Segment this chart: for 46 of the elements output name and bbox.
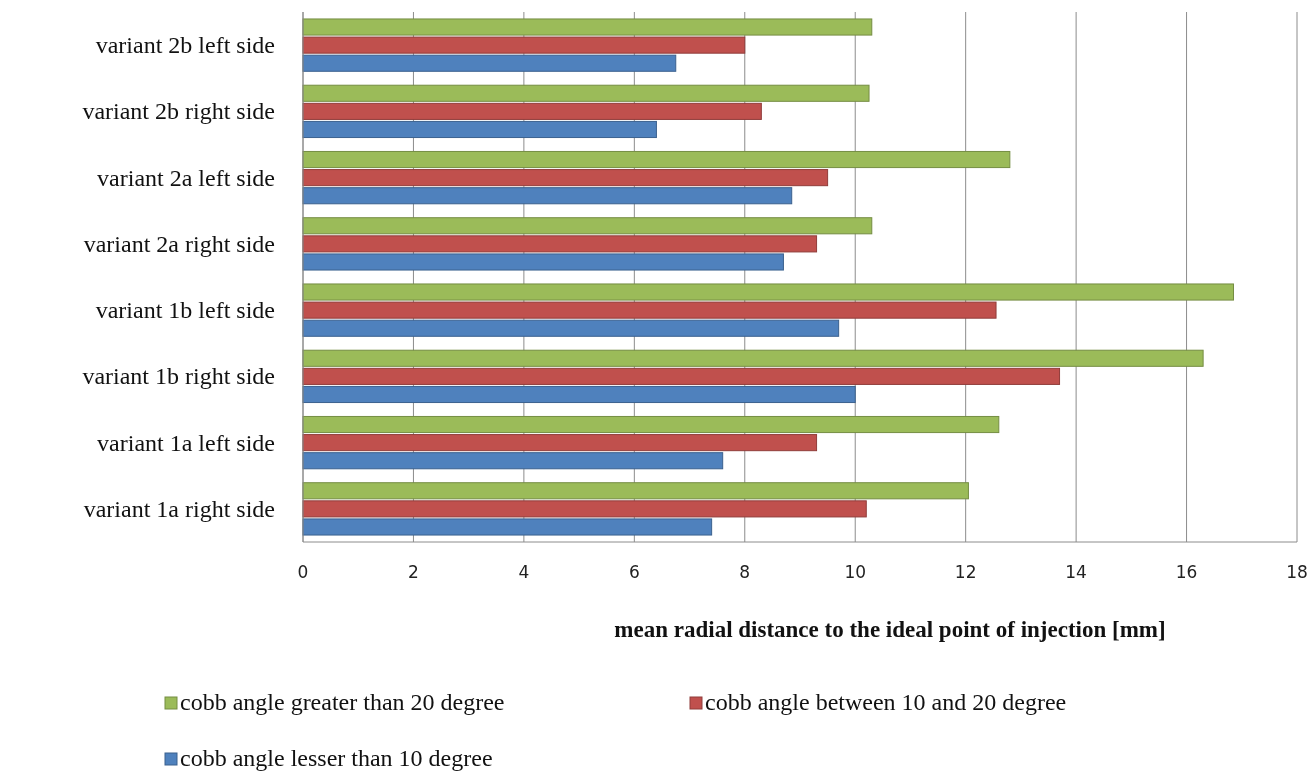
y-tick-label: variant 1b right side <box>82 363 275 390</box>
y-tick-label: variant 1a right side <box>83 495 275 522</box>
x-tick-label: 12 <box>954 562 977 582</box>
bar <box>302 36 746 54</box>
bar <box>302 301 997 319</box>
legend-label: cobb angle between 10 and 20 degree <box>705 689 1067 715</box>
bar <box>302 253 784 271</box>
y-tick-label: variant 1b left side <box>95 297 275 324</box>
x-tick-label: 2 <box>408 562 419 582</box>
bar <box>302 283 1234 301</box>
bar <box>302 187 793 205</box>
legend-label: cobb angle lesser than 10 degree <box>180 745 493 771</box>
y-tick-label: variant 2b right side <box>82 98 275 125</box>
bar <box>302 54 677 72</box>
x-tick-label: 6 <box>628 562 640 582</box>
bar <box>302 518 713 536</box>
y-tick-label: variant 1a left side <box>97 429 275 456</box>
y-tick-label: variant 2a left side <box>97 164 275 191</box>
bar <box>302 217 873 235</box>
x-tick-label: 8 <box>739 562 751 582</box>
bar <box>302 235 818 253</box>
bar <box>302 482 969 500</box>
bar <box>302 319 840 337</box>
bar <box>302 434 818 452</box>
bar <box>302 500 867 518</box>
x-tick-label: 16 <box>1175 562 1198 582</box>
bar <box>302 120 657 139</box>
bar <box>302 367 1061 385</box>
bar <box>302 415 1000 434</box>
x-tick-label: 14 <box>1065 562 1087 582</box>
x-tick-label: 4 <box>518 562 530 582</box>
bar <box>302 169 829 187</box>
bar <box>302 18 873 36</box>
x-axis-title: mean radial distance to the ideal point of injection [mm] <box>614 617 1166 642</box>
x-tick-label: 18 <box>1286 562 1308 582</box>
bar <box>302 452 724 470</box>
bar <box>302 84 870 102</box>
x-tick-label: 0 <box>297 562 309 582</box>
bar <box>302 385 856 404</box>
bar <box>302 150 1011 169</box>
y-tick-label: variant 2b left side <box>95 32 275 59</box>
legend-label: cobb angle greater than 20 degree <box>180 689 505 715</box>
y-tick-label: variant 2a right side <box>83 230 275 257</box>
bar <box>302 102 762 120</box>
x-tick-label: 10 <box>844 562 867 582</box>
bar <box>302 349 1204 367</box>
